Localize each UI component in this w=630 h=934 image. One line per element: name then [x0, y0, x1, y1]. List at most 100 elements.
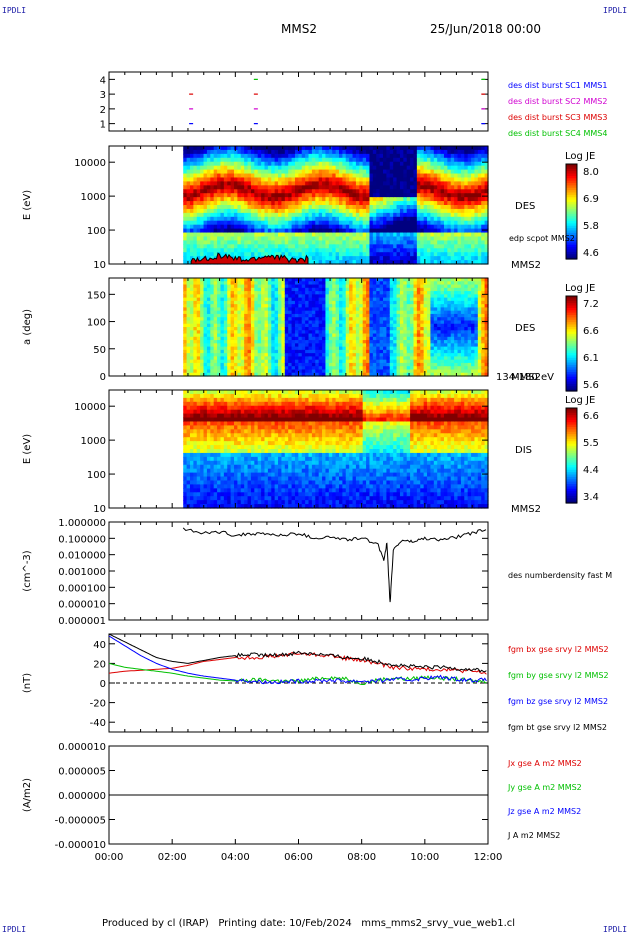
spectrogram-cell [454, 224, 459, 230]
spectrogram-cell [386, 232, 391, 238]
spectrogram-cell [250, 146, 255, 151]
spectrogram-cell [471, 205, 476, 210]
spectrogram-cell [234, 294, 239, 299]
spectrogram-cell [305, 281, 310, 286]
spectrogram-cell [410, 353, 415, 357]
spectrogram-cell [379, 287, 384, 292]
spectrogram-cell [406, 287, 411, 292]
spectrogram-cell [339, 208, 343, 214]
spectrogram-cell [427, 212, 432, 218]
spectrogram-cell [328, 212, 333, 218]
spectrogram-cell [386, 173, 391, 179]
spectrogram-cell [339, 353, 343, 357]
spectrogram-cell [305, 346, 310, 351]
spectrogram-cell [366, 236, 371, 241]
spectrogram-cell [386, 244, 391, 249]
spectrogram-cell [345, 161, 350, 167]
spectrogram-cell [261, 205, 266, 210]
spectrogram-cell [403, 232, 408, 238]
spectrogram-cell [305, 153, 310, 159]
spectrogram-cell [193, 349, 198, 354]
spectrogram-cell [271, 343, 276, 348]
spectrogram-cell [322, 362, 327, 367]
spectrogram-cell [213, 228, 218, 234]
spectrogram-cell [281, 359, 286, 364]
spectrogram-cell [349, 336, 354, 341]
spectrogram-cell [406, 281, 411, 286]
spectrogram-cell [301, 173, 306, 179]
spectrogram-cell [352, 169, 357, 175]
spectrogram-cell [220, 146, 225, 151]
spectrogram-cell [261, 224, 266, 230]
spectrogram-cell [234, 313, 239, 318]
spectrogram-cell [328, 252, 333, 257]
spectrogram-cell [261, 228, 266, 234]
spectrogram-cell [399, 291, 404, 295]
spectrogram-cell [230, 216, 235, 222]
spectrogram-cell [237, 330, 242, 335]
spectrogram-cell [203, 248, 208, 253]
spectrogram-cell [427, 189, 432, 194]
spectrogram-cell [322, 220, 327, 226]
spectrogram-cell [281, 366, 286, 371]
spectrogram-cell [349, 323, 354, 328]
spectrogram-cell [301, 149, 306, 155]
spectrogram-cell [210, 149, 215, 155]
spectrogram-cell [396, 356, 401, 361]
spectrogram-cell [247, 284, 252, 289]
spectrogram-cell [342, 281, 347, 286]
spectrogram-cell [264, 336, 269, 341]
spectrogram-cell [234, 278, 239, 282]
spectrogram-cell [193, 330, 198, 335]
spectrogram-cell [200, 146, 205, 151]
spectrogram-cell [284, 153, 289, 159]
spectrogram-cell [261, 284, 266, 289]
spectrogram-cell [413, 320, 418, 325]
spectrogram-cell [200, 201, 205, 206]
spectrogram-cell [206, 185, 211, 190]
spectrogram-cell [332, 297, 337, 302]
spectrogram-cell [200, 307, 205, 312]
spectrogram-cell [362, 349, 367, 354]
spectrogram-cell [328, 294, 333, 299]
spectrogram-cell [349, 291, 354, 295]
spectrogram-cell [355, 343, 360, 348]
spectrogram-cell [322, 330, 327, 335]
spectrogram-cell [355, 327, 360, 331]
y-axis-label: E (eV) [22, 190, 33, 220]
spectrogram-cell [237, 278, 242, 282]
spectrogram-cell [366, 220, 371, 226]
spectrogram-cell [298, 320, 303, 325]
spectrogram-cell [450, 228, 455, 234]
spectrogram-cell [440, 208, 445, 214]
spectrogram-cell [223, 212, 228, 218]
spectrogram-cell [342, 346, 347, 351]
spectrogram-cell [430, 181, 435, 186]
spectrogram-cell [308, 300, 313, 305]
spectrogram-cell [213, 297, 218, 302]
spectrogram-cell [284, 197, 289, 202]
spectrogram-cell [210, 173, 215, 179]
spectrogram-cell [244, 284, 249, 289]
spectrogram-cell [440, 224, 445, 230]
spectrogram-cell [271, 248, 276, 253]
spectrogram-cell [359, 252, 364, 257]
spectrogram-cell [294, 216, 299, 222]
spectrogram-cell [349, 313, 354, 318]
spectrogram-cell [261, 366, 266, 371]
spectrogram-cell [318, 248, 323, 253]
spectrogram-cell [183, 359, 188, 364]
spectrogram-cell [349, 244, 354, 249]
spectrogram-cell [403, 307, 408, 312]
spectrogram-cell [298, 197, 303, 202]
spectrogram-cell [427, 181, 432, 186]
spectrogram-cell [366, 212, 371, 218]
spectrogram-cell [416, 224, 421, 230]
spectrogram-cell [355, 346, 360, 351]
spectrogram-cell [366, 330, 371, 335]
spectrogram-cell [467, 165, 472, 171]
spectrogram-cell [464, 208, 469, 214]
spectrogram-cell [447, 208, 452, 214]
spectrogram-cell [335, 149, 340, 155]
spectrogram-cell [189, 366, 194, 371]
